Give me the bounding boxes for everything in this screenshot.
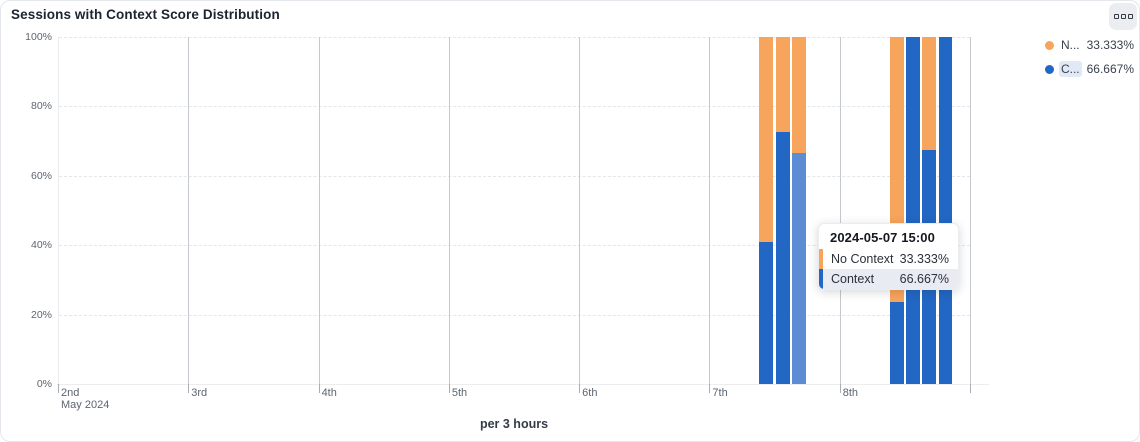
legend-dot-icon <box>1044 40 1054 50</box>
x-axis-tick <box>448 384 450 393</box>
day-gridline <box>58 37 59 384</box>
y-gridline <box>59 175 970 177</box>
bar-segment-no-context[interactable] <box>922 37 937 150</box>
bar-segment-context[interactable] <box>889 302 904 384</box>
tooltip-series-label: Context <box>831 272 875 286</box>
legend-item-no-context[interactable]: N... 33.333% <box>1044 37 1134 53</box>
x-axis-tick <box>709 384 711 393</box>
grid-squares-icon <box>1127 14 1133 19</box>
stacked-bar[interactable] <box>775 37 790 384</box>
series-color-stripe <box>819 269 823 289</box>
legend-label: C... <box>1058 61 1082 77</box>
x-axis-tick <box>318 384 320 393</box>
series-color-stripe <box>819 249 823 269</box>
day-gridline <box>709 37 711 384</box>
tooltip-row: No Context 33.333% <box>819 249 958 269</box>
x-axis-tick-label: 5th <box>451 387 468 399</box>
tooltip-title: 2024-05-07 15:00 <box>830 230 935 245</box>
legend-value: 66.667% <box>1086 62 1134 76</box>
x-axis-tick-label: 3rd <box>191 387 208 399</box>
x-axis-tick-label: 6th <box>582 387 598 399</box>
stacked-bar[interactable] <box>905 37 920 384</box>
x-axis-tick-label: 2nd <box>61 387 80 399</box>
bar-segment-context[interactable] <box>759 241 774 384</box>
chart-legend: N... 33.333% C... 66.667% <box>1044 37 1134 77</box>
stacked-bar[interactable] <box>938 37 953 384</box>
day-gridline <box>188 37 190 384</box>
stacked-bar[interactable] <box>791 37 806 384</box>
day-gridline <box>448 37 450 384</box>
y-axis-tick-label: 20% <box>30 308 52 321</box>
bar-segment-context[interactable] <box>938 37 953 384</box>
x-axis-tick-label: 7th <box>712 387 728 399</box>
day-gridline <box>579 37 581 384</box>
page-title: Sessions with Context Score Distribution <box>11 7 280 22</box>
bar-segment-context[interactable] <box>905 37 920 384</box>
grid-squares-icon <box>1113 14 1119 19</box>
grid-squares-icon <box>1120 14 1126 19</box>
tooltip-series-value: 66.667% <box>899 272 949 286</box>
x-axis-tick <box>58 384 59 393</box>
legend-item-context[interactable]: C... 66.667% <box>1044 61 1134 77</box>
bar-segment-context[interactable] <box>775 131 790 384</box>
day-gridline <box>839 37 841 384</box>
x-axis-tick-label: 4th <box>321 387 337 399</box>
y-gridline <box>59 37 970 38</box>
day-gridline <box>970 37 971 384</box>
legend-dot-icon <box>1044 64 1054 74</box>
x-axis-month-label: May 2024 <box>61 399 110 411</box>
stacked-bar[interactable] <box>889 37 904 384</box>
bar-segment-no-context[interactable] <box>759 37 774 242</box>
tooltip-series-value: 33.333% <box>899 252 949 266</box>
stacked-bar[interactable] <box>759 37 774 384</box>
x-axis-tick <box>188 384 190 393</box>
x-axis-tick <box>970 384 971 393</box>
y-axis-tick-label: 0% <box>36 378 52 390</box>
y-gridline <box>59 245 970 247</box>
panel-options-button[interactable] <box>1109 3 1137 30</box>
x-axis-tick <box>839 384 841 393</box>
x-axis-title: per 3 hours <box>479 417 549 431</box>
y-axis-tick-label: 100% <box>25 31 52 43</box>
x-axis-tick-label: 8th <box>842 387 858 399</box>
y-axis-tick-label: 80% <box>30 100 52 113</box>
legend-value: 33.333% <box>1086 38 1134 52</box>
bar-segment-no-context[interactable] <box>791 37 806 153</box>
y-axis-tick-label: 60% <box>30 169 52 182</box>
y-gridline <box>59 106 970 108</box>
bar-segment-no-context[interactable] <box>775 37 790 132</box>
legend-label: N... <box>1060 38 1080 52</box>
tooltip-series-label: No Context <box>831 252 894 266</box>
day-gridline <box>318 37 320 384</box>
chart-tooltip: 2024-05-07 15:00 No Context 33.333% Contex… <box>818 223 959 290</box>
y-gridline <box>59 314 970 316</box>
stacked-bar[interactable] <box>922 37 937 384</box>
bar-segment-context[interactable] <box>791 152 806 384</box>
y-axis-tick-label: 40% <box>30 239 52 252</box>
x-axis-tick <box>579 384 581 393</box>
tooltip-row: Context 66.667% <box>819 269 958 289</box>
x-axis-line <box>57 384 989 385</box>
